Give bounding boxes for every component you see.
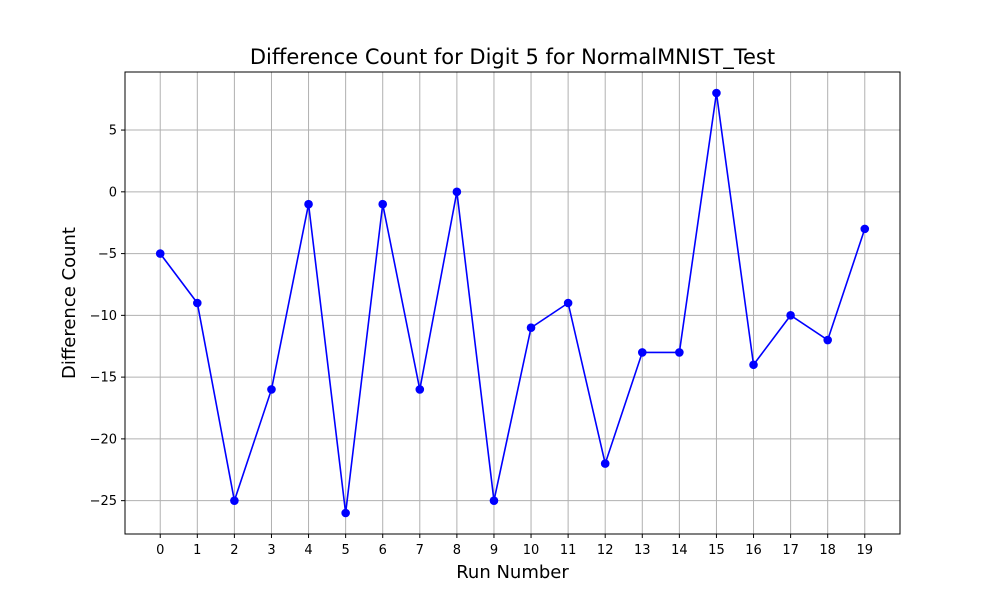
data-point <box>860 224 870 234</box>
y-tick-label: −25 <box>90 494 117 509</box>
data-point <box>749 360 758 370</box>
x-tick-label: 9 <box>490 543 498 558</box>
y-tick-label: −15 <box>90 371 117 386</box>
grid <box>125 72 900 534</box>
x-tick-label: 5 <box>341 543 349 558</box>
data-point <box>637 348 647 357</box>
x-tick-label: 16 <box>745 543 762 558</box>
y-tick-label: −10 <box>90 309 117 324</box>
data-point <box>526 323 536 333</box>
data-point <box>823 335 832 345</box>
y-tick-label: −5 <box>98 247 117 262</box>
x-tick-label: 11 <box>560 543 577 558</box>
x-tick-label: 1 <box>193 543 201 558</box>
data-point <box>563 298 573 308</box>
plot-area-frame <box>124 71 901 535</box>
x-tick-label: 4 <box>304 543 312 558</box>
data-point <box>786 311 795 320</box>
data-point <box>193 298 202 308</box>
x-tick-label: 0 <box>156 543 164 558</box>
data-point <box>230 496 239 505</box>
x-tick-label: 17 <box>782 543 799 558</box>
data-point <box>489 496 499 505</box>
data-point <box>415 385 425 394</box>
series-layer <box>155 88 870 518</box>
series-line <box>159 92 866 514</box>
data-point <box>600 459 610 468</box>
y-axis-label: Difference Count <box>59 227 80 379</box>
x-tick-label: 3 <box>267 543 275 558</box>
data-point <box>155 249 165 258</box>
chart-title: Difference Count for Digit 5 for NormalM… <box>250 45 775 70</box>
axis-ticks: 0 1 2 3 4 5 6 7 8 9 10 11 12 13 14 15 16 17 18 19−25−20−15−… <box>90 124 873 558</box>
data-point <box>341 508 350 518</box>
x-tick-label: 18 <box>819 543 836 558</box>
data-point <box>675 348 684 357</box>
x-tick-label: 19 <box>856 543 873 558</box>
y-tick-label: 5 <box>109 124 117 139</box>
x-tick-label: 10 <box>523 543 540 558</box>
x-tick-label: 13 <box>634 543 651 558</box>
x-tick-label: 14 <box>671 543 688 558</box>
data-point <box>267 385 276 394</box>
data-point <box>304 199 313 209</box>
y-tick-label: 0 <box>109 185 117 200</box>
x-tick-label: 7 <box>416 543 424 558</box>
x-tick-label: 8 <box>453 543 461 558</box>
x-tick-label: 6 <box>379 543 387 558</box>
data-point <box>712 88 721 98</box>
x-tick-label: 15 <box>708 543 725 558</box>
x-axis-label: Run Number <box>456 562 569 583</box>
data-point <box>378 199 388 209</box>
y-tick-label: −20 <box>90 432 117 447</box>
x-tick-label: 2 <box>230 543 238 558</box>
x-tick-label: 12 <box>597 543 614 558</box>
data-point <box>452 187 462 197</box>
